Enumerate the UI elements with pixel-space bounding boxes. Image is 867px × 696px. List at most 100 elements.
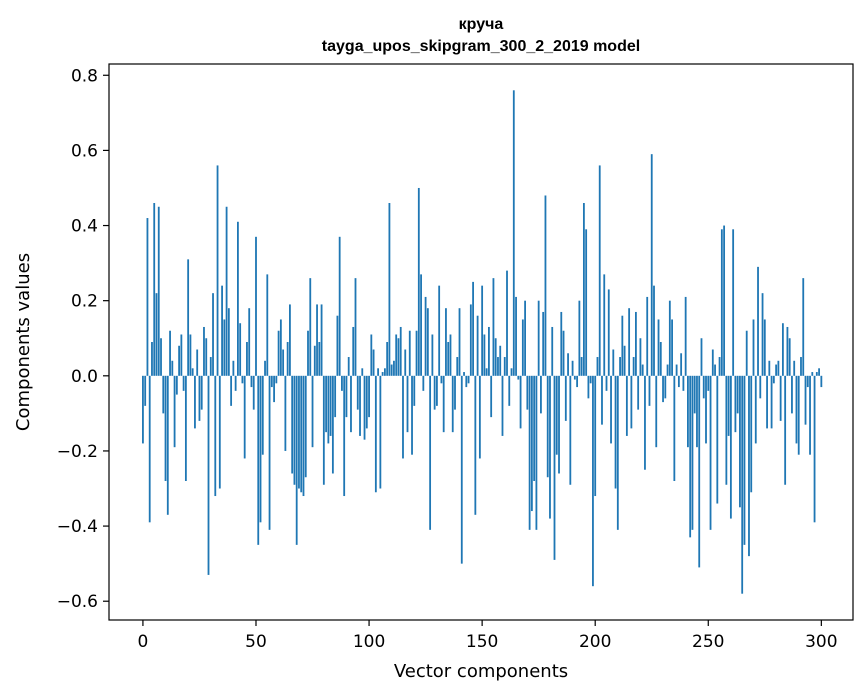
x-tick-label-0: 0 bbox=[138, 632, 149, 652]
bar-63 bbox=[284, 375, 287, 451]
bar-48 bbox=[250, 375, 253, 388]
bar-9 bbox=[162, 375, 165, 414]
bar-267 bbox=[745, 330, 748, 376]
bar-241 bbox=[687, 375, 689, 448]
bar-160 bbox=[503, 357, 506, 376]
bar-108 bbox=[386, 342, 389, 376]
bar-191 bbox=[573, 375, 576, 380]
bar-185 bbox=[560, 311, 563, 376]
bar-220 bbox=[639, 338, 642, 376]
y-tick-label-7: 0.8 bbox=[71, 66, 98, 86]
bar-113 bbox=[397, 338, 400, 376]
y-tick-label-5: 0.4 bbox=[71, 217, 98, 237]
bar-244 bbox=[693, 375, 696, 414]
bar-13 bbox=[171, 360, 174, 376]
bar-141 bbox=[460, 375, 463, 564]
bar-71 bbox=[302, 375, 305, 497]
bar-24 bbox=[196, 349, 199, 376]
bar-292 bbox=[802, 278, 805, 376]
bar-130 bbox=[436, 375, 438, 406]
bar-92 bbox=[350, 375, 352, 433]
bar-50 bbox=[255, 236, 257, 376]
bar-209 bbox=[614, 375, 617, 489]
bar-18 bbox=[182, 375, 185, 391]
bar-81 bbox=[325, 375, 327, 433]
bar-87 bbox=[338, 236, 341, 376]
bar-136 bbox=[449, 334, 452, 376]
x-tick-label-250: 250 bbox=[692, 632, 724, 652]
bar-181 bbox=[551, 326, 554, 376]
bar-88 bbox=[341, 375, 343, 391]
bar-139 bbox=[456, 357, 459, 376]
bar-7 bbox=[157, 206, 160, 376]
bar-27 bbox=[203, 326, 205, 376]
bar-283 bbox=[781, 323, 784, 376]
bar-125 bbox=[424, 296, 427, 376]
bar-167 bbox=[519, 375, 522, 429]
bar-207 bbox=[610, 375, 612, 444]
bar-67 bbox=[293, 375, 296, 485]
bar-105 bbox=[379, 375, 382, 489]
bar-219 bbox=[637, 375, 640, 410]
bar-21 bbox=[189, 334, 192, 376]
bar-263 bbox=[736, 375, 739, 414]
bar-6 bbox=[155, 293, 158, 376]
bar-94 bbox=[354, 278, 357, 376]
bar-225 bbox=[650, 154, 653, 376]
bar-56 bbox=[268, 375, 271, 530]
bar-216 bbox=[630, 375, 633, 429]
bar-239 bbox=[682, 375, 685, 391]
bar-133 bbox=[442, 375, 445, 433]
bar-11 bbox=[166, 375, 169, 515]
bar-96 bbox=[359, 375, 361, 436]
bar-266 bbox=[743, 375, 746, 545]
bar-66 bbox=[291, 375, 294, 474]
bar-127 bbox=[429, 375, 432, 530]
bar-158 bbox=[499, 345, 502, 376]
y-tick-label-0: −0.6 bbox=[57, 592, 98, 612]
bar-180 bbox=[549, 375, 551, 519]
bar-26 bbox=[200, 375, 203, 410]
bar-212 bbox=[621, 315, 624, 376]
bar-186 bbox=[562, 330, 565, 376]
bar-8 bbox=[160, 338, 162, 376]
bar-199 bbox=[592, 375, 594, 587]
bar-188 bbox=[567, 353, 569, 376]
bar-187 bbox=[564, 375, 567, 421]
bar-137 bbox=[451, 375, 454, 433]
bar-98 bbox=[363, 375, 366, 440]
bar-276 bbox=[766, 375, 768, 429]
bar-70 bbox=[300, 375, 303, 493]
bar-238 bbox=[680, 353, 683, 376]
bar-163 bbox=[510, 368, 513, 376]
bar-178 bbox=[544, 195, 547, 376]
bar-112 bbox=[395, 334, 398, 376]
bar-299 bbox=[818, 368, 820, 376]
bar-227 bbox=[655, 375, 658, 448]
bar-271 bbox=[754, 375, 757, 444]
bar-12 bbox=[169, 330, 171, 376]
y-tick-label-2: −0.2 bbox=[57, 442, 98, 462]
bar-164 bbox=[512, 90, 515, 376]
bar-79 bbox=[320, 304, 323, 376]
bar-78 bbox=[318, 342, 321, 376]
bar-290 bbox=[797, 375, 800, 455]
bar-272 bbox=[757, 266, 759, 376]
bar-119 bbox=[411, 375, 413, 455]
bar-258 bbox=[725, 375, 728, 485]
bar-25 bbox=[198, 375, 201, 421]
y-axis-label: Components values bbox=[13, 253, 34, 431]
bar-204 bbox=[603, 274, 606, 376]
bar-90 bbox=[345, 375, 348, 418]
bar-235 bbox=[673, 375, 676, 481]
bar-203 bbox=[601, 375, 603, 425]
bar-198 bbox=[589, 375, 592, 384]
bar-221 bbox=[641, 364, 644, 376]
y-tick-label-6: 0.6 bbox=[71, 141, 98, 161]
bar-60 bbox=[277, 330, 280, 376]
bar-251 bbox=[709, 375, 712, 530]
bar-135 bbox=[447, 342, 450, 376]
bar-197 bbox=[587, 375, 590, 399]
bar-95 bbox=[356, 375, 359, 410]
